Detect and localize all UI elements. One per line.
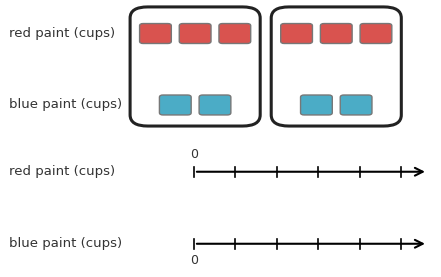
FancyBboxPatch shape xyxy=(179,24,211,43)
Text: 0: 0 xyxy=(190,254,198,267)
Text: red paint (cups): red paint (cups) xyxy=(9,165,115,178)
FancyBboxPatch shape xyxy=(320,24,352,43)
FancyBboxPatch shape xyxy=(281,24,312,43)
FancyBboxPatch shape xyxy=(271,7,401,126)
FancyBboxPatch shape xyxy=(340,95,372,115)
FancyBboxPatch shape xyxy=(160,95,191,115)
Text: blue paint (cups): blue paint (cups) xyxy=(9,237,122,250)
FancyBboxPatch shape xyxy=(360,24,392,43)
Text: 0: 0 xyxy=(190,148,198,161)
FancyBboxPatch shape xyxy=(130,7,260,126)
FancyBboxPatch shape xyxy=(301,95,333,115)
Text: blue paint (cups): blue paint (cups) xyxy=(9,99,122,111)
FancyBboxPatch shape xyxy=(219,24,250,43)
Text: red paint (cups): red paint (cups) xyxy=(9,27,115,40)
FancyBboxPatch shape xyxy=(199,95,231,115)
FancyBboxPatch shape xyxy=(139,24,171,43)
